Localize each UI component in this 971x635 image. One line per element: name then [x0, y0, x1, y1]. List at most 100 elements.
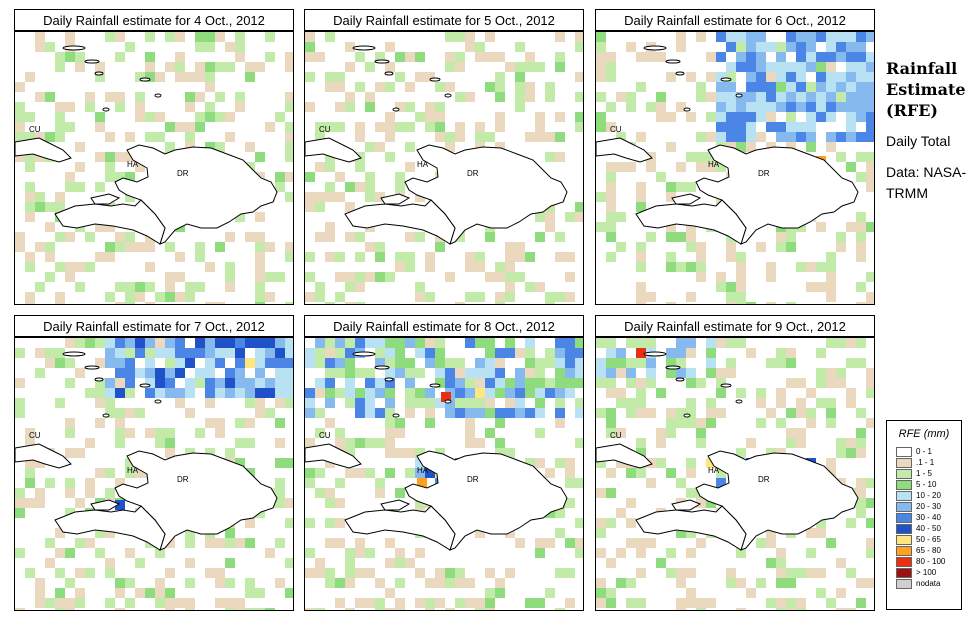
rainfall-cell — [225, 232, 235, 242]
legend-swatch — [896, 567, 912, 578]
rainfall-cell — [606, 598, 616, 608]
rainfall-cell — [515, 378, 525, 388]
rainfall-cell — [75, 142, 85, 152]
rainfall-cell — [706, 132, 716, 142]
rainfall-cell — [285, 192, 293, 202]
rainfall-cell — [355, 82, 365, 92]
rainfall-cell — [225, 598, 235, 608]
rainfall-cell — [706, 92, 716, 102]
rainfall-cell — [365, 368, 375, 378]
rainfall-cell — [95, 112, 105, 122]
rainfall-cell — [515, 92, 525, 102]
rainfall-cell — [485, 408, 495, 418]
rainfall-cell — [405, 82, 415, 92]
rainfall-cell — [606, 468, 616, 478]
rainfall-cell — [796, 568, 806, 578]
rainfall-cell — [505, 242, 515, 252]
rainfall-cell — [575, 212, 583, 222]
rainfall-panel-oct-4: Daily Rainfall estimate for 4 Oct., 2012… — [14, 9, 294, 305]
rainfall-cell — [776, 132, 786, 142]
rainfall-cell — [866, 292, 874, 302]
rainfall-cell — [325, 232, 335, 242]
rainfall-cell — [95, 62, 105, 72]
rainfall-cell — [866, 132, 874, 142]
rainfall-cell — [225, 272, 235, 282]
rainfall-cell — [95, 358, 105, 368]
rainfall-cell — [335, 478, 345, 488]
rainfall-cell — [125, 338, 135, 348]
rainfall-cell — [696, 428, 706, 438]
country-label-dr: DR — [467, 475, 479, 484]
rainfall-cell — [555, 62, 565, 72]
rainfall-cell — [375, 52, 385, 62]
rainfall-cell — [555, 458, 565, 468]
hispaniola-coastline — [114, 450, 278, 551]
rainfall-cell — [385, 368, 395, 378]
legend-swatch — [896, 468, 912, 479]
legend-row: 10 - 20 — [896, 490, 961, 501]
rainfall-cell — [235, 438, 245, 448]
rainfall-cell — [455, 92, 465, 102]
rainfall-cell — [646, 162, 656, 172]
rainfall-cell — [255, 388, 265, 398]
rainfall-cell — [335, 598, 345, 608]
rainfall-cell — [345, 578, 355, 588]
rainfall-cell — [65, 508, 75, 518]
rainfall-cell — [225, 448, 235, 458]
rainfall-cell — [15, 378, 25, 388]
rainfall-cell — [265, 408, 275, 418]
rainfall-panel-oct-7: Daily Rainfall estimate for 7 Oct., 2012… — [14, 315, 294, 611]
rainfall-cell — [626, 338, 636, 348]
rainfall-cell — [606, 588, 616, 598]
rainfall-cell — [335, 388, 345, 398]
rainfall-cell — [315, 408, 325, 418]
rainfall-cell — [565, 568, 575, 578]
rainfall-cell — [255, 588, 265, 598]
rainfall-cell — [305, 468, 315, 478]
rainfall-cell — [235, 348, 245, 358]
rainfall-cell — [285, 398, 293, 408]
rainfall-cell — [856, 102, 866, 112]
rainfall-cell — [355, 538, 365, 548]
rainfall-cell — [555, 132, 565, 142]
rainfall-cell — [265, 292, 275, 302]
rainfall-cell — [275, 538, 285, 548]
rainfall-cell — [215, 338, 225, 348]
rainfall-cell — [155, 598, 165, 608]
rainfall-cell — [856, 52, 866, 62]
rainfall-cell — [836, 152, 846, 162]
rainfall-cell — [25, 112, 35, 122]
country-label-cu: CU — [29, 125, 41, 134]
rainfall-cell — [395, 182, 405, 192]
rainfall-cell — [776, 388, 786, 398]
rainfall-cell — [646, 358, 656, 368]
rainfall-cell — [135, 588, 145, 598]
rainfall-cell — [365, 388, 375, 398]
rainfall-cell — [355, 368, 365, 378]
rainfall-cell — [696, 538, 706, 548]
rainfall-cell — [535, 358, 545, 368]
rainfall-cell — [255, 212, 265, 222]
rainfall-cell — [756, 242, 766, 252]
rainfall-cell — [746, 102, 756, 112]
rainfall-cell — [856, 252, 866, 262]
rainfall-cell — [95, 122, 105, 132]
rainfall-cell — [85, 388, 95, 398]
island-coastline — [154, 399, 162, 404]
rainfall-cell — [205, 388, 215, 398]
rainfall-cell — [565, 272, 575, 282]
rainfall-cell — [345, 302, 355, 304]
rainfall-cell — [165, 358, 175, 368]
legend-row: 0 - 1 — [896, 446, 961, 457]
rainfall-cell — [375, 378, 385, 388]
rainfall-cell — [195, 368, 205, 378]
rainfall-cell — [65, 122, 75, 132]
rainfall-cell — [766, 112, 776, 122]
rainfall-cell — [275, 378, 285, 388]
rainfall-cell — [415, 232, 425, 242]
rainfall-cell — [856, 488, 866, 498]
rainfall-cell — [866, 368, 874, 378]
rainfall-cell — [465, 292, 475, 302]
rainfall-cell — [475, 252, 485, 262]
